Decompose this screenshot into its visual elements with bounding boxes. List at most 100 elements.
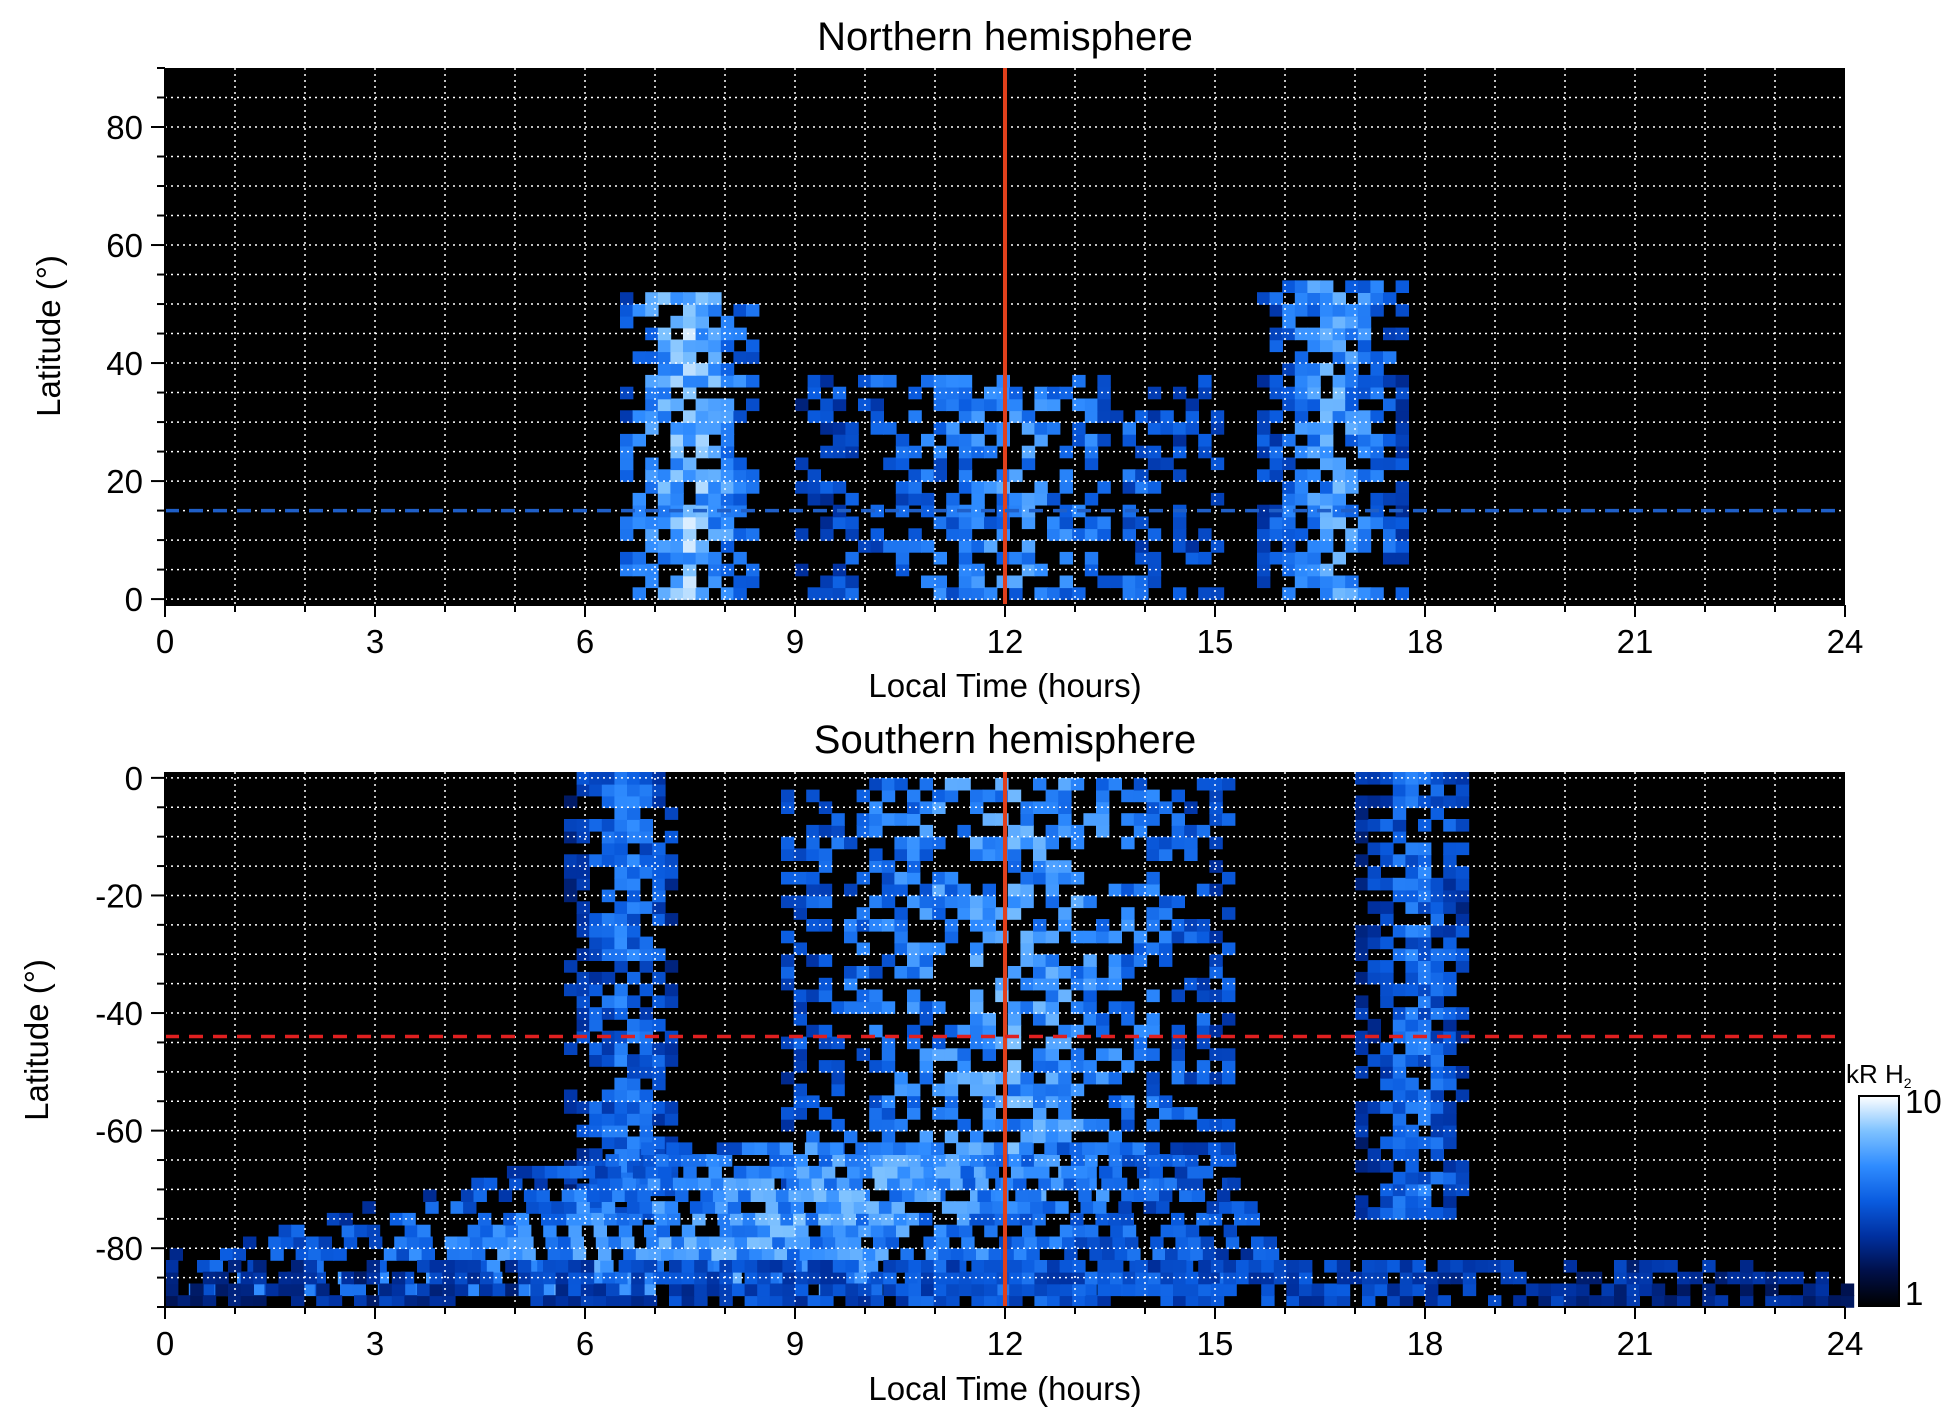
south-emission-cell: [1455, 1089, 1470, 1103]
south-emission-cell: [894, 942, 908, 956]
south-emission-cell: [793, 871, 807, 885]
north-emission-cell: [695, 315, 709, 329]
south-emission-cell: [1070, 836, 1085, 850]
south-emission-cell: [1222, 989, 1236, 1003]
south-emission-cell: [557, 1165, 571, 1179]
south-emission-cell: [391, 1271, 406, 1285]
south-emission-cell: [639, 1201, 653, 1214]
south-emission-cell: [1083, 1013, 1097, 1026]
south-emission-cell: [664, 913, 679, 926]
south-emission-cell: [389, 1212, 404, 1226]
south-emission-cell: [1455, 842, 1470, 856]
north-x-tick-label: 15: [1197, 623, 1234, 660]
south-emission-cell: [664, 995, 679, 1008]
south-emission-cell: [781, 801, 795, 814]
north-emission-cell: [845, 551, 859, 565]
south-emission-cell: [761, 1248, 776, 1261]
north-emission-cell: [695, 327, 709, 341]
north-emission-cell: [1383, 398, 1397, 412]
south-emission-cell: [793, 1001, 807, 1014]
south-emission-cell: [652, 901, 666, 914]
south-emission-cell: [1200, 1236, 1214, 1250]
north-emission-cell: [807, 492, 821, 506]
north-emission-cell: [1282, 363, 1296, 376]
north-emission-cell: [1173, 540, 1187, 553]
south-emission-cell: [1045, 1013, 1059, 1026]
north-emission-cell: [1282, 398, 1296, 412]
south-emission-cell: [1405, 1077, 1419, 1091]
north-emission-cell: [657, 551, 672, 565]
north-emission-cell: [933, 374, 947, 388]
north-emission-cell: [683, 351, 697, 364]
south-emission-cell: [1097, 1271, 1111, 1285]
north-emission-cell: [1009, 386, 1023, 400]
north-emission-cell: [1357, 292, 1372, 305]
south-emission-cell: [793, 989, 807, 1003]
south-emission-cell: [1045, 1130, 1059, 1144]
north-emission-cell: [1147, 551, 1162, 565]
south-emission-cell: [589, 1113, 603, 1126]
south-emission-cell: [1070, 1118, 1085, 1132]
north-emission-cell: [1320, 563, 1334, 577]
south-emission-cell: [1096, 1048, 1110, 1061]
south-emission-cell: [1392, 1124, 1407, 1138]
north-emission-cell: [1320, 528, 1334, 541]
north-emission-cell: [895, 551, 910, 565]
south-emission-cell: [589, 1042, 603, 1055]
north-emission-cell: [1294, 563, 1309, 577]
south-emission-cell: [907, 1083, 921, 1097]
south-emission-cell: [306, 1236, 320, 1250]
south-emission-cell: [950, 1177, 964, 1191]
south-emission-cell: [755, 1212, 769, 1226]
south-emission-cell: [970, 989, 984, 1003]
north-emission-cell: [1320, 492, 1334, 506]
south-emission-cell: [538, 1201, 553, 1214]
south-emission-cell: [1135, 1283, 1149, 1297]
north-emission-cell: [795, 481, 809, 494]
north-emission-cell: [1122, 516, 1136, 530]
south-emission-cell: [1185, 1283, 1199, 1297]
north-emission-cell: [670, 292, 684, 305]
south-emission-cell: [1355, 936, 1369, 950]
south-emission-cell: [1392, 1089, 1407, 1103]
south-emission-cell: [1007, 848, 1022, 861]
south-emission-cell: [564, 830, 578, 844]
north-emission-cell: [695, 587, 709, 600]
south-emission-cell: [1418, 795, 1432, 809]
north-emission-cell: [1059, 528, 1073, 541]
south-emission-cell: [1070, 1001, 1085, 1014]
north-emission-cell: [657, 492, 672, 506]
south-emission-cell: [1076, 1177, 1090, 1191]
north-emission-cell: [1084, 433, 1099, 447]
north-emission-cell: [1034, 422, 1048, 435]
south-emission-cell: [1455, 924, 1470, 938]
south-emission-cell: [818, 1107, 833, 1120]
south-y-tick-label: -80: [95, 1230, 143, 1267]
south-emission-cell: [498, 1189, 513, 1202]
south-emission-cell: [366, 1271, 380, 1285]
south-emission-cell: [932, 1001, 946, 1014]
south-emission-cell: [970, 1024, 984, 1038]
north-emission-cell: [1210, 457, 1225, 471]
north-emission-cell: [1345, 481, 1359, 494]
south-emission-cell: [1121, 907, 1135, 920]
south-emission-cell: [984, 1283, 998, 1297]
south-emission-cell: [782, 1224, 796, 1238]
south-emission-cell: [1156, 1201, 1170, 1214]
south-emission-cell: [1108, 1095, 1122, 1108]
north-emission-cell: [933, 587, 947, 600]
south-emission-cell: [1007, 1060, 1022, 1073]
north-emission-cell: [746, 304, 760, 317]
south-emission-cell: [1430, 1136, 1444, 1150]
south-emission-cell: [1462, 1271, 1477, 1285]
south-emission-cell: [932, 907, 946, 920]
colorbar-min-label: 1: [1905, 1275, 1923, 1312]
north-emission-cell: [971, 563, 985, 577]
south-emission-cell: [982, 895, 996, 909]
south-emission-cell: [1740, 1283, 1754, 1297]
south-emission-cell: [1355, 1207, 1369, 1220]
north-emission-cell: [695, 540, 709, 553]
south-emission-cell: [614, 936, 628, 950]
north-emission-cell: [632, 587, 646, 600]
south-emission-cell: [828, 1201, 842, 1214]
